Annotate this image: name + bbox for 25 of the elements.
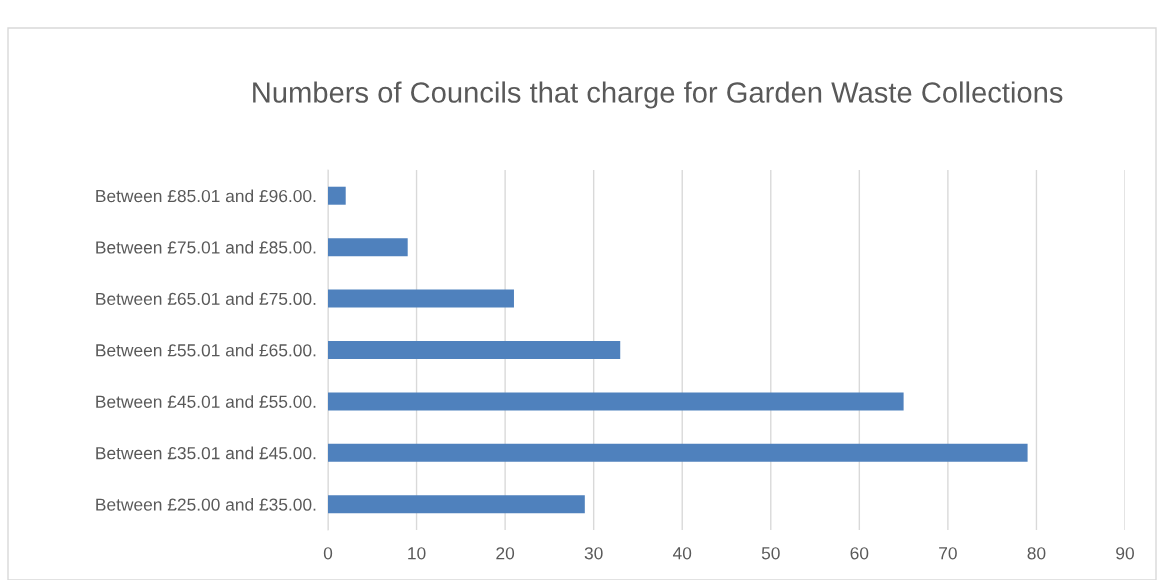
x-tick-label: 60	[850, 547, 869, 560]
x-tick-label: 70	[939, 547, 957, 560]
bar	[328, 238, 408, 257]
chart-title: Numbers of Councils that charge for Garden Waste Collections	[253, 81, 1063, 109]
y-tick-label: Between £85.01 and £96.00.	[96, 189, 316, 203]
x-tick-label: 50	[761, 547, 780, 560]
y-tick-label: Between £65.01 and £75.00.	[96, 292, 316, 306]
x-tick-label: 10	[408, 547, 426, 560]
bar	[328, 289, 514, 308]
bar	[328, 443, 1028, 462]
y-tick-label: Between £25.00 and £35.00.	[96, 498, 316, 511]
y-tick-label: Between £45.01 and £55.00.	[96, 395, 316, 408]
y-tick-label: Between £35.01 and £45.00.	[96, 446, 316, 460]
x-tick-label: 40	[672, 547, 692, 560]
bar	[328, 495, 585, 514]
x-tick-label: 80	[1027, 547, 1046, 560]
bar	[328, 186, 346, 205]
x-tick-label: 90	[1116, 547, 1134, 560]
x-tick-label: 0	[323, 547, 333, 560]
bar	[328, 392, 904, 411]
x-tick-label: 20	[496, 547, 515, 560]
y-tick-label: Between £55.01 and £65.00.	[96, 343, 316, 357]
x-tick-label: 30	[584, 547, 603, 560]
bar	[328, 341, 621, 359]
y-tick-label: Between £75.01 and £85.00.	[96, 240, 316, 254]
